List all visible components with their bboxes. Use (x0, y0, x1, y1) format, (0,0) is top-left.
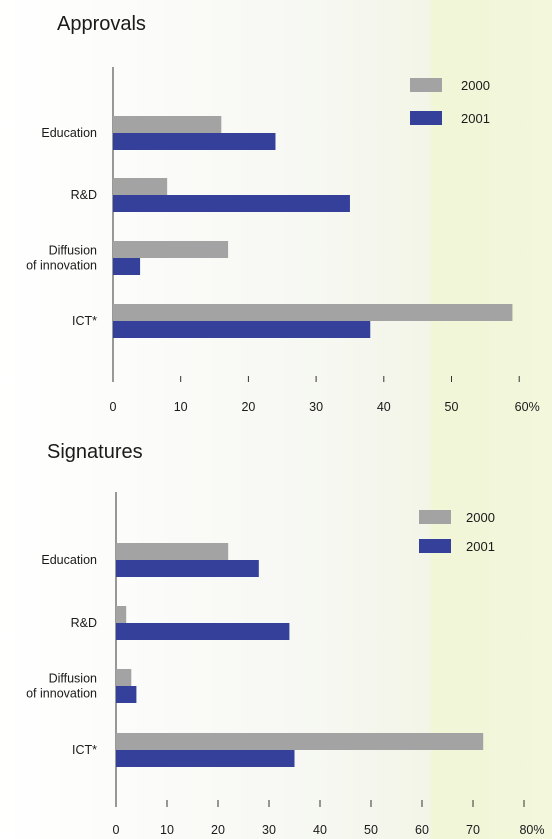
signatures-bar-2001-2 (116, 623, 290, 640)
approvals-category-label: R&D (71, 188, 97, 202)
signatures-bar-2000-4 (116, 733, 484, 750)
signatures-tick-label: 30 (262, 823, 276, 837)
signatures-tick-label: 40 (313, 823, 327, 837)
approvals-bar-2000-4 (113, 304, 513, 321)
approvals-tick-label: 60% (515, 400, 540, 414)
approvals-bar-2000-1 (113, 116, 222, 133)
signatures-tick-label: 20 (211, 823, 225, 837)
signatures-bar-2001-1 (116, 560, 259, 577)
signatures-bar-2001-3 (116, 686, 137, 703)
approvals-legend-swatch-2000 (410, 78, 442, 92)
signatures-category-label: ICT* (72, 743, 97, 757)
approvals-tick-label: 50 (445, 400, 459, 414)
approvals-title: Approvals (57, 13, 146, 35)
signatures-category-label: Diffusion of innovation (26, 672, 97, 701)
approvals-bar-2001-2 (113, 195, 350, 212)
signatures-bar-2001-4 (116, 750, 295, 767)
signatures-tick-label: 0 (113, 823, 120, 837)
signatures-legend-label-2000: 2000 (466, 510, 495, 525)
signatures-category-label: Education (41, 553, 97, 567)
signatures-tick-label: 50 (364, 823, 378, 837)
approvals-bar-2001-3 (113, 258, 141, 275)
signatures-bar-2000-2 (116, 606, 127, 623)
approvals-category-label: ICT* (72, 314, 97, 328)
approvals-chart: Approvals Education R&D Diffusion of innovat… (26, 13, 540, 414)
approvals-bar-2001-4 (113, 321, 371, 338)
approvals-bar-2000-3 (113, 241, 229, 258)
signatures-title: Signatures (47, 441, 143, 463)
approvals-legend-swatch-2001 (410, 111, 442, 125)
signatures-legend-swatch-2001 (419, 539, 451, 553)
signatures-legend-swatch-2000 (419, 510, 451, 524)
approvals-legend-label-2001: 2001 (461, 111, 490, 126)
approvals-tick-label: 40 (377, 400, 391, 414)
signatures-bar-2000-3 (116, 669, 132, 686)
signatures-chart: Signatures Education R&D Diffusion of innova… (26, 441, 544, 837)
signatures-legend-label-2001: 2001 (466, 539, 495, 554)
signatures-tick-label: 70 (466, 823, 480, 837)
signatures-category-label: R&D (71, 616, 97, 630)
approvals-tick-label: 30 (309, 400, 323, 414)
approvals-category-label: Diffusion of innovation (26, 244, 97, 273)
approvals-category-label: Education (41, 126, 97, 140)
approvals-bar-2000-2 (113, 178, 168, 195)
approvals-bar-2001-1 (113, 133, 276, 150)
approvals-tick-label: 0 (110, 400, 117, 414)
signatures-tick-label: 60 (415, 823, 429, 837)
approvals-tick-label: 10 (174, 400, 188, 414)
signatures-tick-label: 80% (519, 823, 544, 837)
approvals-legend-label-2000: 2000 (461, 78, 490, 93)
signatures-tick-label: 10 (160, 823, 174, 837)
signatures-bar-2000-1 (116, 543, 229, 560)
approvals-tick-label: 20 (241, 400, 255, 414)
